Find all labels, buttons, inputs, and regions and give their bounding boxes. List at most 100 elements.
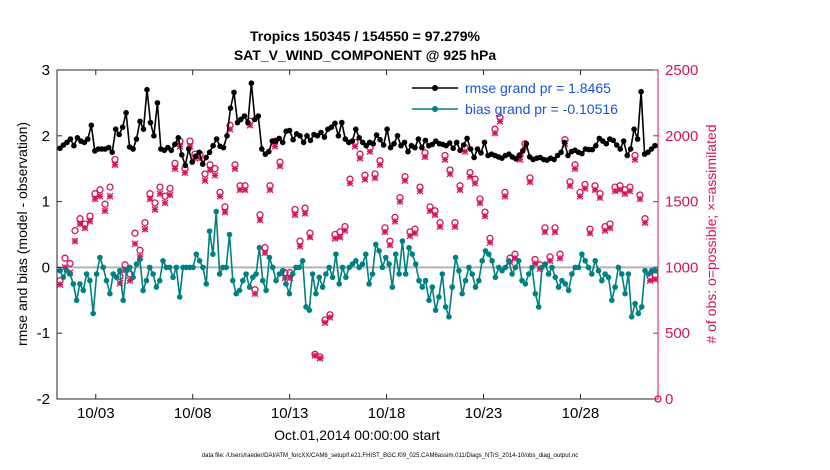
bias-point xyxy=(210,251,216,257)
obs-assimilated-point xyxy=(316,354,324,362)
bias-point xyxy=(246,284,253,290)
bias-point xyxy=(652,267,658,274)
bias-point xyxy=(319,284,326,290)
rmse-point xyxy=(140,126,147,132)
rmse-point xyxy=(356,135,363,141)
rmse-point xyxy=(561,139,568,146)
bias-point xyxy=(379,264,386,271)
rmse-point xyxy=(523,140,530,147)
left-tick-label: 0 xyxy=(42,259,50,276)
obs-assimilated-point xyxy=(606,224,614,232)
rmse-point xyxy=(613,142,620,148)
rmse-point xyxy=(213,136,220,142)
rmse-point xyxy=(380,142,387,148)
obs-assimilated-point xyxy=(211,171,219,179)
bias-point xyxy=(555,284,562,290)
obs-assimilated-point xyxy=(546,257,554,265)
bias-point xyxy=(156,277,163,284)
rmse-point xyxy=(405,148,411,155)
obs-assimilated-point xyxy=(156,190,164,198)
rmse-point xyxy=(387,144,394,151)
left-tick-label: -1 xyxy=(37,325,50,342)
bias-point xyxy=(60,274,67,281)
bias-point xyxy=(353,258,359,264)
rmse-point xyxy=(185,146,192,152)
bias-point xyxy=(452,254,459,261)
obs-assimilated-point xyxy=(271,142,279,150)
bias-point xyxy=(569,271,575,277)
obs-assimilated-point xyxy=(421,153,429,161)
obs-assimilated-point xyxy=(501,192,509,200)
bias-point xyxy=(529,264,535,271)
bias-point xyxy=(479,258,486,264)
obs-assimilated-point xyxy=(296,242,304,250)
bias-point xyxy=(505,258,512,264)
rmse-point xyxy=(516,152,523,159)
rmse-point xyxy=(168,147,175,154)
bias-point xyxy=(609,297,615,304)
obs-assimilated-point xyxy=(261,249,269,257)
rmse-point xyxy=(123,110,129,116)
obs-assimilated-point xyxy=(71,237,79,245)
bias-point xyxy=(456,267,462,274)
bias-point xyxy=(416,277,422,284)
bias-point xyxy=(466,264,472,271)
obs-possible-point xyxy=(166,184,174,193)
obs-assimilated-point xyxy=(151,206,159,213)
bias-point xyxy=(389,284,396,290)
rmse-point xyxy=(558,149,564,156)
rmse-point xyxy=(318,129,324,136)
rmse-point xyxy=(116,131,122,138)
rmse-point xyxy=(304,133,310,139)
obs-assimilated-point xyxy=(416,187,424,195)
bias-point xyxy=(289,271,296,277)
rmse-point xyxy=(147,119,154,126)
obs-assimilated-point xyxy=(581,184,589,192)
bias-point xyxy=(376,248,382,254)
rmse-point xyxy=(419,144,425,151)
plot-area xyxy=(56,69,662,403)
obs-assimilated-point xyxy=(331,234,339,242)
bias-point xyxy=(615,264,622,271)
obs-assimilated-point xyxy=(181,169,189,177)
bias-point xyxy=(166,264,173,271)
rmse-point xyxy=(412,144,418,151)
bias-point xyxy=(336,281,343,287)
obs-possible-point xyxy=(201,170,209,178)
obs-assimilated-point xyxy=(476,199,484,207)
obs-assimilated-point xyxy=(566,182,574,190)
x-tick-label: 10/18 xyxy=(368,405,406,422)
obs-assimilated-point xyxy=(471,179,479,187)
obs-assimilated-point xyxy=(171,165,179,173)
rmse-point xyxy=(579,150,585,157)
obs-assimilated-point xyxy=(541,228,549,236)
bias-point xyxy=(585,264,592,271)
rmse-point xyxy=(370,140,377,147)
bias-point xyxy=(223,264,229,271)
rmse-point xyxy=(189,159,195,165)
legend-bias-label: bias grand pr = -0.10516 xyxy=(465,101,618,117)
rmse-point xyxy=(109,149,115,156)
bias-point xyxy=(313,290,319,297)
rmse-point xyxy=(589,146,596,153)
bias-point xyxy=(592,258,598,264)
obs-assimilated-point xyxy=(496,117,504,125)
obs-possible-point xyxy=(106,183,114,191)
rmse-point xyxy=(210,142,216,149)
rmse-point xyxy=(88,122,95,129)
obs-assimilated-point xyxy=(56,281,64,288)
rmse-point xyxy=(450,145,457,152)
rmse-point xyxy=(429,141,436,148)
obs-assimilated-point xyxy=(396,198,404,206)
bias-point xyxy=(113,274,120,281)
obs-assimilated-point xyxy=(596,194,604,202)
x-axis: 10/03 10/08 10/13 10/18 10/23 10/28 xyxy=(77,70,599,422)
obs-assimilated-point xyxy=(576,192,584,200)
bias-point xyxy=(296,264,303,271)
bias-point xyxy=(306,307,313,314)
rmse-point xyxy=(460,142,467,148)
bias-point xyxy=(323,271,329,277)
rmse-point xyxy=(241,113,248,119)
bias-point xyxy=(137,256,143,263)
bias-point xyxy=(589,271,595,277)
